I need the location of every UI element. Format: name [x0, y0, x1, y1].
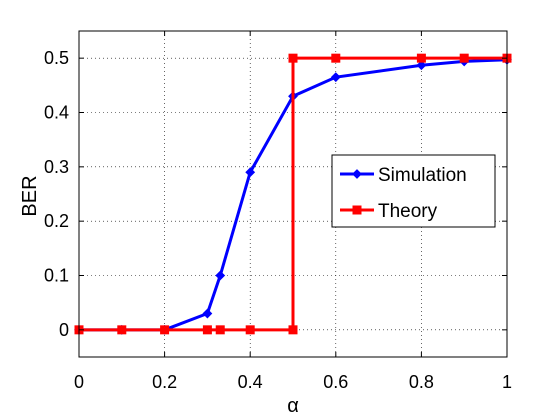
data-point-theory	[416, 53, 426, 63]
y-tick-label: 0.4	[44, 103, 69, 123]
x-tick-label: 0.8	[409, 372, 434, 392]
data-point-simulation	[245, 167, 256, 178]
legend-item-theory: Theory	[340, 201, 438, 222]
data-point-simulation	[330, 72, 341, 83]
data-point-simulation	[416, 60, 427, 71]
y-axis-label: BER	[19, 175, 41, 216]
x-tick-label: 0	[74, 372, 84, 392]
y-tick-label: 0.3	[44, 157, 69, 177]
y-tick-label: 0.5	[44, 48, 69, 68]
data-point-theory	[245, 325, 255, 335]
legend-label: Theory	[378, 201, 438, 222]
legend-item-simulation: Simulation	[340, 165, 467, 186]
data-point-theory	[215, 325, 225, 335]
legend-label: Simulation	[378, 165, 467, 186]
data-point-simulation	[202, 308, 213, 319]
x-tick-labels: 0 0.2 0.4 0.6 0.8 1	[74, 372, 512, 392]
legend-swatch-marker	[352, 169, 362, 179]
data-point-simulation	[215, 270, 226, 281]
data-point-theory	[202, 325, 212, 335]
data-point-theory	[288, 325, 298, 335]
data-point-theory	[160, 325, 170, 335]
legend-items: Simulation Theory	[340, 165, 467, 222]
x-axis-label: α	[287, 395, 299, 417]
y-tick-label: 0.2	[44, 211, 69, 231]
x-tick-label: 1	[502, 372, 512, 392]
data-point-theory	[117, 325, 127, 335]
axis-ticks	[78, 31, 508, 357]
y-tick-label: 0.1	[44, 266, 69, 286]
x-tick-label: 0.4	[238, 372, 263, 392]
y-tick-label: 0	[59, 320, 69, 340]
data-point-theory	[459, 53, 469, 63]
x-tick-label: 0.2	[152, 372, 177, 392]
series-line-theory	[79, 56, 507, 332]
legend: Simulation Theory	[331, 154, 496, 228]
y-tick-labels: 0 0.1 0.2 0.3 0.4 0.5	[44, 48, 69, 340]
data-point-theory	[288, 53, 298, 63]
x-tick-label: 0.6	[323, 372, 348, 392]
legend-box	[331, 154, 496, 228]
plot-frame	[78, 30, 508, 358]
data-point-theory	[331, 53, 341, 63]
legend-swatch-marker	[352, 205, 362, 215]
